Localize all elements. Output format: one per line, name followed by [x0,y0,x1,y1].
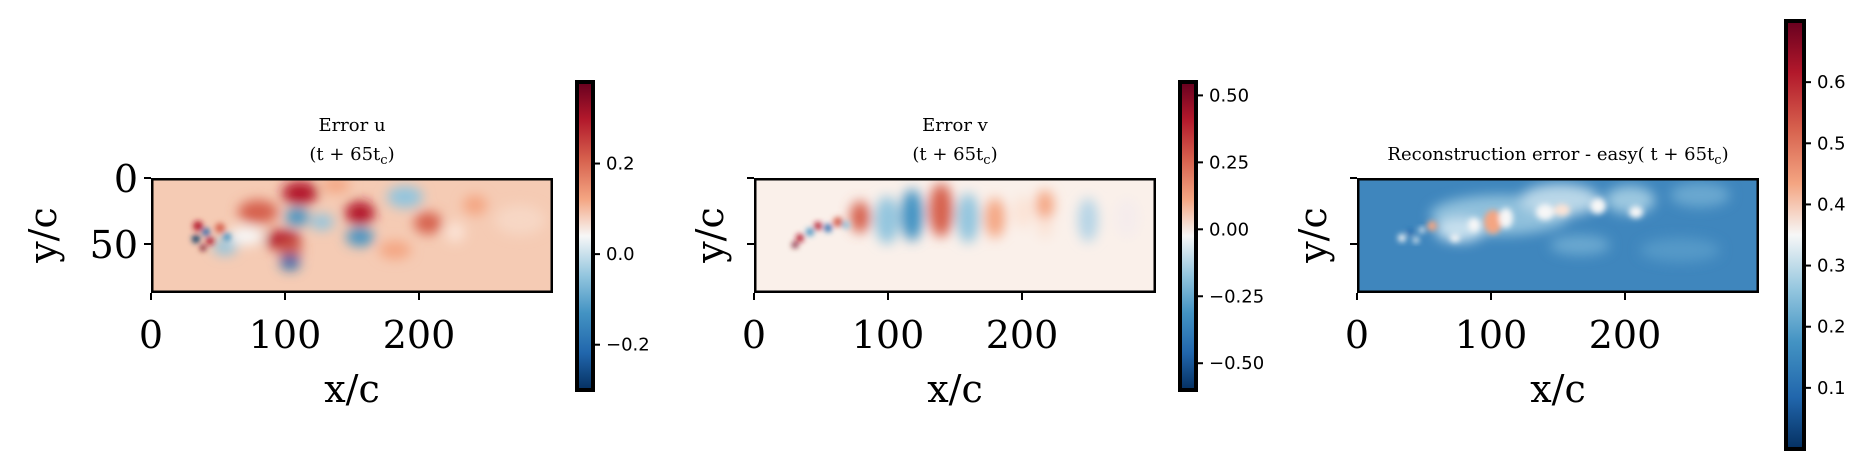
panel1-ylabel: y/c [21,207,65,264]
colorbar-tick-label: 0.2 [1817,317,1846,338]
panel3-yaxis: y/c [1291,177,1357,264]
panel1-yaxis: 0 50 y/c [21,157,151,267]
panel2-ylabel: y/c [688,207,732,264]
panel3-xtick: 0 [1345,313,1369,357]
panel3-ylabel: y/c [1291,207,1335,264]
panel1-xtick: 200 [383,313,456,357]
panel2-xtick: 0 [742,313,766,357]
panel1-title-line1: Error u [318,115,385,136]
panel1-colorbar: 0.2 0.0 −0.2 [575,80,650,392]
colorbar-tick-label: 0.3 [1817,256,1846,277]
colorbar-tick-label: 0.00 [1209,219,1249,240]
panel1-ytick: 50 [90,223,138,267]
colorbar-tick-label: 0.50 [1209,85,1249,106]
panel-reconstruction-error: Reconstruction error - easy( t + 65tc) [1291,19,1846,451]
panel3-xlabel: x/c [1530,367,1586,411]
panel1-xaxis: 0 100 200 x/c [139,293,455,411]
panel-error-u: Error u (t + 65tc) [21,80,650,411]
panel-error-v: Error v (t + 65tc) [688,80,1264,411]
panel3-xtick: 100 [1455,313,1528,357]
panel1-xtick: 0 [139,313,163,357]
panel3-colorbar-gradient [1784,19,1806,451]
panel3-heatmap [1357,178,1759,293]
panel1-xtick: 100 [249,313,322,357]
panel1-title-line2: (t + 65tc) [309,144,394,168]
colorbar-tick-label: −0.25 [1209,286,1264,307]
panel1-heatmap [151,178,553,293]
panel2-heatmap [754,178,1156,293]
colorbar-tick-label: 0.0 [606,244,635,265]
colorbar-tick-label: 0.25 [1209,152,1249,173]
panel2-title-line1: Error v [922,115,989,136]
panel1-colorbar-gradient [575,80,595,392]
panel2-xaxis: 0 100 200 x/c [742,293,1058,411]
panel2-colorbar-gradient [1178,80,1198,392]
panel3-xtick: 200 [1589,313,1662,357]
panel2-xlabel: x/c [927,367,983,411]
panel2-xtick: 200 [986,313,1059,357]
colorbar-tick-label: 0.5 [1817,133,1846,154]
panel1-xlabel: x/c [324,367,380,411]
colorbar-tick-label: 0.4 [1817,194,1846,215]
panel1-ytick: 0 [114,157,138,201]
panel2-xtick: 100 [852,313,925,357]
panel2-title-line2: (t + 65tc) [912,144,997,168]
panel3-title: Reconstruction error - easy( t + 65tc) [1387,144,1728,168]
panel3-xaxis: 0 100 200 x/c [1345,293,1661,411]
panel3-colorbar: 0.6 0.5 0.4 0.3 0.2 0.1 [1784,19,1846,451]
colorbar-tick-label: −0.50 [1209,353,1264,374]
colorbar-tick-label: 0.6 [1817,72,1846,93]
panel2-colorbar: 0.50 0.25 0.00 −0.25 −0.50 [1178,80,1264,392]
panel2-yaxis: y/c [688,177,754,264]
colorbar-tick-label: −0.2 [606,335,650,356]
colorbar-tick-label: 0.2 [606,154,635,175]
colorbar-tick-label: 0.1 [1817,378,1846,399]
